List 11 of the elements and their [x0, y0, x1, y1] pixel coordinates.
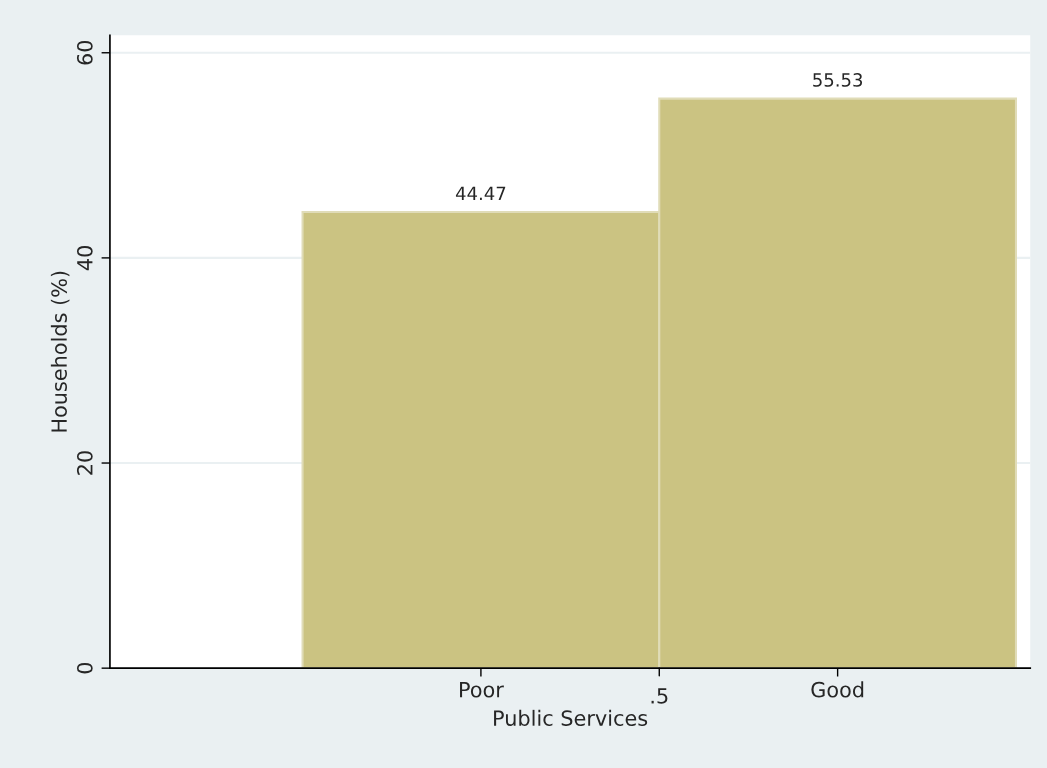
- data-label: 55.53: [813, 73, 863, 87]
- y-tick-label: 60: [76, 40, 93, 65]
- text: .5: [651, 688, 668, 704]
- y-tick-label: 20: [76, 451, 93, 475]
- x-tick-label: Good: [811, 681, 864, 698]
- x-tick-label: Poor: [460, 682, 504, 698]
- y-axis-title: Households (%): [50, 271, 70, 432]
- y-tick-label: 0: [76, 662, 93, 674]
- x-axis-title: Public Services: [494, 709, 648, 726]
- y-tick-label: 40: [76, 246, 93, 271]
- data-label: 44.47: [455, 186, 506, 200]
